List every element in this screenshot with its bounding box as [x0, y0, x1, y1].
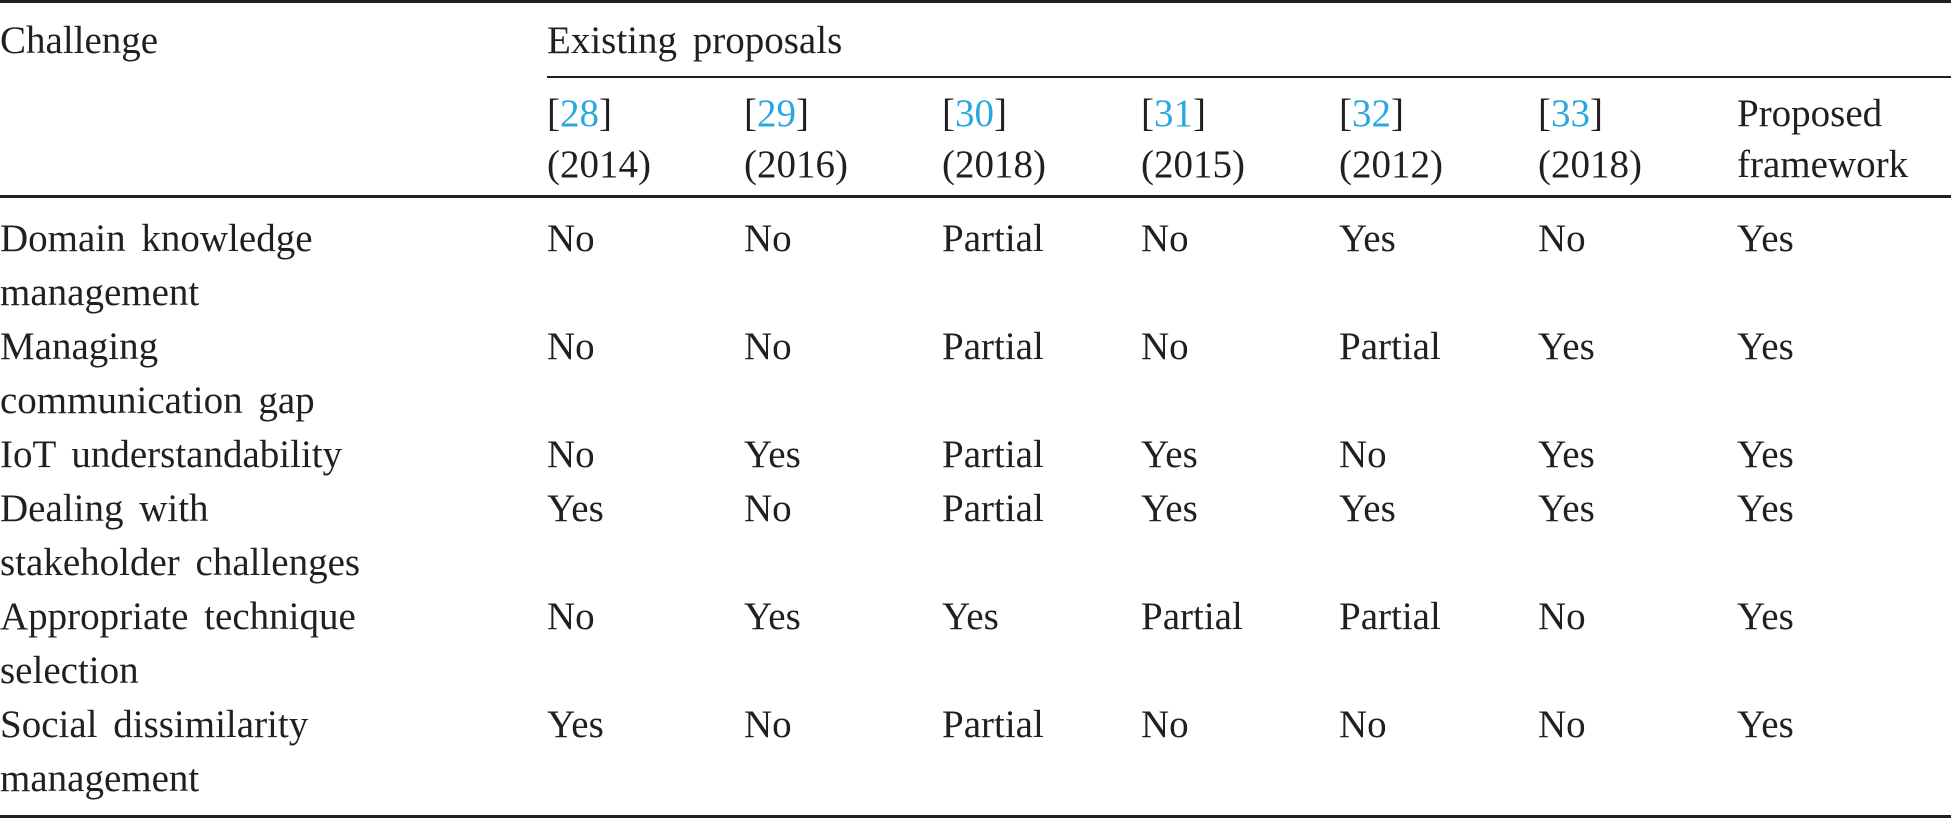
cell: No	[744, 487, 792, 530]
cell: Yes	[1141, 487, 1198, 530]
citation-link: 31	[1154, 92, 1193, 135]
bracket: ]	[994, 92, 1007, 135]
column-year: (2018)	[1538, 143, 1642, 186]
header-challenge: Challenge	[0, 19, 159, 62]
header-rule	[0, 195, 1951, 198]
cell: Partial	[1339, 325, 1441, 368]
column-proposed: Proposed	[1737, 92, 1883, 135]
citation-link: 28	[560, 92, 599, 135]
cell: No	[1339, 703, 1387, 746]
cell: Partial	[1339, 595, 1441, 638]
cell: Partial	[1141, 595, 1243, 638]
cell: No	[1141, 703, 1189, 746]
cell: Partial	[942, 703, 1044, 746]
cell: Yes	[1339, 487, 1396, 530]
bracket: ]	[599, 92, 612, 135]
row-challenge: stakeholder challenges	[0, 541, 361, 584]
cell: Yes	[1737, 217, 1794, 260]
cell: Yes	[1538, 487, 1595, 530]
column-ref: [30]	[942, 87, 1007, 141]
bracket: ]	[1391, 92, 1404, 135]
bracket: [	[1538, 92, 1551, 135]
cell: Yes	[942, 595, 999, 638]
column-year: (2018)	[942, 143, 1046, 186]
bracket: ]	[796, 92, 809, 135]
column-proposed: framework	[1737, 143, 1909, 186]
bracket: [	[1339, 92, 1352, 135]
cell: No	[1141, 325, 1189, 368]
cell: No	[547, 325, 595, 368]
bracket: ]	[1590, 92, 1603, 135]
bracket: [	[942, 92, 955, 135]
bracket: ]	[1193, 92, 1206, 135]
column-year: (2016)	[744, 143, 848, 186]
cell: Yes	[1737, 433, 1794, 476]
cell: No	[1538, 595, 1586, 638]
cell: Yes	[1737, 325, 1794, 368]
cell: Partial	[942, 433, 1044, 476]
cell: Yes	[744, 433, 801, 476]
cell: Yes	[1737, 703, 1794, 746]
citation-link: 32	[1352, 92, 1391, 135]
row-challenge: management	[0, 271, 200, 314]
row-challenge: Social dissimilarity	[0, 703, 309, 746]
row-challenge: IoT understandability	[0, 433, 343, 476]
bottom-rule	[0, 815, 1951, 818]
cell: No	[547, 595, 595, 638]
cell: Yes	[1538, 325, 1595, 368]
cell: Yes	[1737, 487, 1794, 530]
column-ref: [31]	[1141, 87, 1206, 141]
cell: No	[744, 217, 792, 260]
citation-link: 30	[955, 92, 994, 135]
cell: No	[1339, 433, 1387, 476]
row-challenge: communication gap	[0, 379, 315, 422]
column-ref: [33]	[1538, 87, 1603, 141]
cell: No	[547, 217, 595, 260]
row-challenge: Appropriate technique	[0, 595, 356, 638]
row-challenge: Managing	[0, 325, 159, 368]
row-challenge: Dealing with	[0, 487, 209, 530]
column-ref: [32]	[1339, 87, 1404, 141]
citation-link: 33	[1551, 92, 1590, 135]
row-challenge: selection	[0, 649, 139, 692]
citation-link: 29	[757, 92, 796, 135]
cell: Yes	[1141, 433, 1198, 476]
column-year: (2012)	[1339, 143, 1443, 186]
top-rule	[0, 0, 1951, 3]
cell: Yes	[744, 595, 801, 638]
row-challenge: management	[0, 757, 200, 800]
bracket: [	[547, 92, 560, 135]
column-year: (2015)	[1141, 143, 1245, 186]
cell: No	[1538, 703, 1586, 746]
cell: Partial	[942, 217, 1044, 260]
cell: No	[1538, 217, 1586, 260]
cell: No	[744, 325, 792, 368]
header-group: Existing proposals	[547, 19, 843, 62]
cell: No	[1141, 217, 1189, 260]
cell: Partial	[942, 487, 1044, 530]
bracket: [	[1141, 92, 1154, 135]
bracket: [	[744, 92, 757, 135]
cell: Yes	[1737, 595, 1794, 638]
group-rule	[547, 76, 1951, 78]
cell: Partial	[942, 325, 1044, 368]
cell: No	[744, 703, 792, 746]
row-challenge: Domain knowledge	[0, 217, 313, 260]
cell: Yes	[1538, 433, 1595, 476]
column-ref: [29]	[744, 87, 809, 141]
column-year: (2014)	[547, 143, 651, 186]
cell: Yes	[547, 487, 604, 530]
cell: No	[547, 433, 595, 476]
cell: Yes	[547, 703, 604, 746]
cell: Yes	[1339, 217, 1396, 260]
column-ref: [28]	[547, 87, 612, 141]
